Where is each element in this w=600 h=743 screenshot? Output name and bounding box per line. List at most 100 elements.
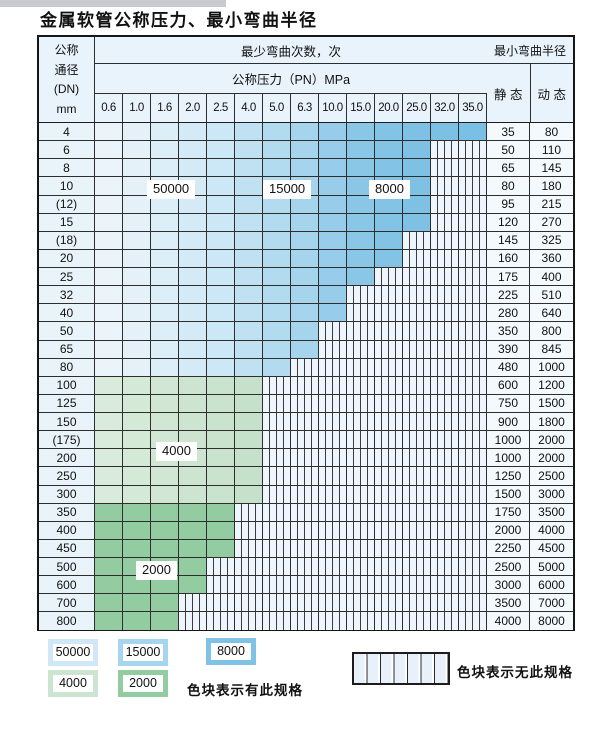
- no-spec-cell: [431, 521, 459, 539]
- no-spec-cell: [235, 576, 263, 594]
- dynamic-radius-cell: 6000: [530, 576, 573, 594]
- spec-available-cell: [95, 286, 123, 304]
- no-spec-cell: [403, 431, 431, 449]
- no-spec-cell: [375, 268, 403, 286]
- no-spec-cell: [179, 612, 207, 630]
- no-spec-cell: [235, 558, 263, 576]
- dn-cell: 500: [39, 558, 95, 576]
- no-spec-cell: [459, 612, 487, 630]
- no-spec-cell: [347, 413, 375, 431]
- no-spec-cell: [347, 376, 375, 394]
- spec-available-cell: [347, 213, 375, 231]
- spec-available-cell: [235, 340, 263, 358]
- spec-available-cell: [179, 304, 207, 322]
- spec-available-cell: [95, 485, 123, 503]
- no-spec-cell: [375, 394, 403, 412]
- legend-swatch-50000: 50000: [48, 639, 98, 666]
- no-spec-cell: [431, 539, 459, 557]
- spec-available-cell: [123, 376, 151, 394]
- spec-available-cell: [291, 249, 319, 267]
- spec-available-cell: [95, 268, 123, 286]
- no-spec-cell: [235, 539, 263, 557]
- cycles-label-50000: 50000: [147, 180, 196, 200]
- static-radius-cell: 50: [487, 141, 530, 159]
- spec-available-cell: [235, 177, 263, 195]
- no-spec-cell: [403, 467, 431, 485]
- static-dynamic-headers: 静 态 动 态: [487, 64, 573, 122]
- no-spec-cell: [431, 612, 459, 630]
- dn-cell: 10: [39, 177, 95, 195]
- no-spec-cell: [431, 376, 459, 394]
- no-spec-cell: [235, 503, 263, 521]
- spec-available-cell: [347, 141, 375, 159]
- spec-available-cell: [95, 558, 123, 576]
- no-spec-cell: [347, 304, 375, 322]
- table-row-dn-400: 400 2000 4000: [39, 521, 573, 540]
- no-spec-cell: [375, 286, 403, 304]
- spec-available-cell: [123, 159, 151, 177]
- spec-available-cell: [179, 268, 207, 286]
- legend-swatch-2000: 2000: [118, 670, 168, 697]
- spec-available-cell: [207, 485, 235, 503]
- no-spec-cell: [431, 340, 459, 358]
- spec-available-cell: [235, 413, 263, 431]
- spec-available-cell: [179, 231, 207, 249]
- spec-available-cell: [95, 539, 123, 557]
- spec-available-cell: [263, 249, 291, 267]
- spec-available-cell: [347, 159, 375, 177]
- no-spec-cell: [291, 449, 319, 467]
- no-spec-cell: [431, 558, 459, 576]
- no-spec-cell: [347, 431, 375, 449]
- spec-available-cell: [95, 231, 123, 249]
- legend-no-spec-swatch: [352, 652, 450, 685]
- dynamic-radius-cell: 110: [530, 141, 573, 159]
- no-spec-cell: [263, 576, 291, 594]
- spec-available-cell: [179, 394, 207, 412]
- table-row-dn-125: 125 750 1500: [39, 394, 573, 413]
- no-spec-cell: [235, 612, 263, 630]
- spec-available-cell: [151, 322, 179, 340]
- spec-available-cell: [319, 177, 347, 195]
- spec-available-cell: [347, 195, 375, 213]
- no-spec-cell: [403, 304, 431, 322]
- table-row-dn-6: 6 50 110: [39, 141, 573, 160]
- no-spec-cell: [375, 612, 403, 630]
- static-radius-cell: 600: [487, 376, 530, 394]
- dynamic-radius-cell: 215: [530, 195, 573, 213]
- no-spec-cell: [459, 449, 487, 467]
- spec-available-cell: [95, 431, 123, 449]
- spec-available-cell: [179, 213, 207, 231]
- dn-cell: 400: [39, 521, 95, 539]
- spec-available-cell: [123, 503, 151, 521]
- no-spec-cell: [459, 467, 487, 485]
- spec-available-cell: [151, 576, 179, 594]
- spec-available-cell: [95, 576, 123, 594]
- no-spec-cell: [375, 376, 403, 394]
- spec-available-cell: [207, 394, 235, 412]
- table-row-dn-700: 700 3500 7000: [39, 594, 573, 613]
- static-radius-cell: 900: [487, 413, 530, 431]
- spec-available-cell: [151, 612, 179, 630]
- table-header: 公称 通径 (DN) mm 最少弯曲次数，次 公称压力（PN）MPa 0.6 1.…: [39, 37, 573, 123]
- spec-available-cell: [207, 141, 235, 159]
- no-spec-cell: [319, 503, 347, 521]
- no-spec-cell: [179, 594, 207, 612]
- spec-available-cell: [235, 304, 263, 322]
- spec-available-cell: [123, 213, 151, 231]
- spec-available-cell: [151, 123, 179, 141]
- no-spec-cell: [319, 340, 347, 358]
- pressure-values-row: 0.6 1.0 1.6 2.0 2.5 4.0 5.0 6.3 10.0 15.0 20.0 25.0…: [95, 94, 487, 122]
- spec-available-cell: [207, 304, 235, 322]
- static-radius-cell: 95: [487, 195, 530, 213]
- spec-available-cell: [263, 159, 291, 177]
- spec-available-cell: [95, 376, 123, 394]
- dynamic-radius-cell: 1800: [530, 413, 573, 431]
- no-spec-cell: [431, 467, 459, 485]
- dn-cell: (12): [39, 195, 95, 213]
- static-radius-cell: 750: [487, 394, 530, 412]
- spec-available-cell: [151, 485, 179, 503]
- spec-available-cell: [151, 467, 179, 485]
- spec-available-cell: [95, 195, 123, 213]
- spec-available-cell: [207, 521, 235, 539]
- spec-available-cell: [347, 268, 375, 286]
